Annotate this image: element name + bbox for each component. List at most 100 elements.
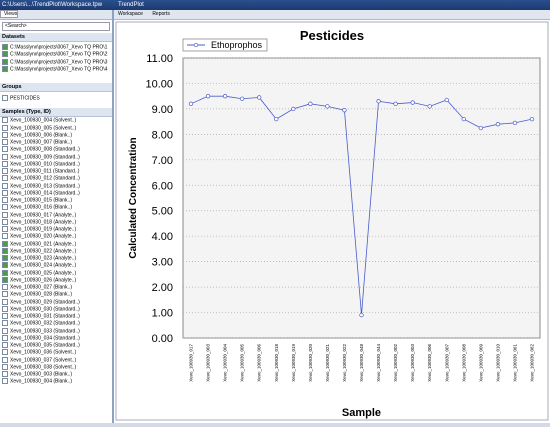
sample-item[interactable]: Xevo_100930_007 (Blank..) <box>0 139 112 146</box>
sample-item[interactable]: Xevo_100930_026 (Analyte..) <box>0 276 112 284</box>
checkbox[interactable] <box>2 320 8 327</box>
dataset-item[interactable]: C:\Masslynx\projects\0067_Xevo TQ PRO\2 <box>0 51 112 58</box>
sample-item[interactable]: Xevo_100930_004 (Solvent..) <box>0 117 112 124</box>
sample-item[interactable]: Xevo_100930_012 (Standard..) <box>0 175 112 182</box>
sample-item[interactable]: Xevo_100930_035 (Standard..) <box>0 342 112 349</box>
checkbox[interactable] <box>2 378 8 385</box>
sample-item[interactable]: Xevo_100930_011 (Standard..) <box>0 168 112 175</box>
checkbox[interactable] <box>2 204 8 211</box>
checkbox[interactable] <box>2 139 8 145</box>
item-label: Xevo_100930_034 (Standard..) <box>10 335 80 342</box>
sample-item[interactable]: Xevo_100930_022 (Analyte..) <box>0 247 112 255</box>
sample-item[interactable]: Xevo_100930_006 (Blank..) <box>0 131 112 139</box>
dataset-item[interactable]: C:\Masslynx\projects\0067_Xevo TQ PRO\1 <box>0 44 112 51</box>
sample-item[interactable]: Xevo_100930_018 (Analyte..) <box>0 218 112 226</box>
sample-item[interactable]: Xevo_100930_038 (Solvent..) <box>0 363 112 371</box>
checkbox[interactable] <box>2 95 8 101</box>
sample-item[interactable]: Xevo_100930_024 (Analyte..) <box>0 262 112 269</box>
sample-item[interactable]: Xevo_100930_016 (Blank..) <box>0 204 112 211</box>
item-label: Xevo_100930_008 (Standard..) <box>10 146 80 153</box>
sample-item[interactable]: Xevo_100930_021 (Analyte..) <box>0 240 112 248</box>
group-item[interactable]: PESTICIDES <box>0 95 112 102</box>
checkbox[interactable] <box>2 233 8 240</box>
x-tick-label: Xevo_100930_010 <box>495 344 500 382</box>
item-label: Xevo_100930_019 (Analyte..) <box>10 226 77 233</box>
checkbox[interactable] <box>2 240 8 247</box>
sample-item[interactable]: Xevo_100930_027 (Blank..) <box>0 284 112 291</box>
sample-item[interactable]: Xevo_100930_013 (Standard..) <box>0 182 112 190</box>
sample-item[interactable]: Xevo_100930_008 (Standard..) <box>0 146 112 153</box>
sample-item[interactable]: Xevo_100930_014 (Standard..) <box>0 189 112 197</box>
sample-item[interactable]: Xevo_100930_034 (Standard..) <box>0 334 112 342</box>
checkbox[interactable] <box>2 175 8 182</box>
sample-item[interactable]: Xevo_100930_037 (Solvent..) <box>0 356 112 364</box>
x-tick-label: Xevo_100930_005 <box>240 344 245 382</box>
sample-item[interactable]: Xevo_100930_005 (Solvent..) <box>0 124 112 132</box>
item-label: Xevo_100930_018 (Analyte..) <box>10 219 77 226</box>
checkbox[interactable] <box>2 197 8 203</box>
checkbox[interactable] <box>2 342 8 348</box>
search-box[interactable]: <Search> <box>2 22 110 31</box>
dataset-item[interactable]: C:\Masslynx\projects\0067_Xevo TQ PRO\3 <box>0 58 112 66</box>
checkbox[interactable] <box>2 146 8 153</box>
sample-item[interactable]: Xevo_100930_031 (Standard..) <box>0 313 112 320</box>
checkbox[interactable] <box>2 349 8 356</box>
sample-item[interactable]: Xevo_100930_019 (Analyte..) <box>0 226 112 233</box>
checkbox[interactable] <box>2 255 8 261</box>
checkbox[interactable] <box>2 356 8 363</box>
checkbox[interactable] <box>2 363 8 370</box>
checkbox[interactable] <box>2 153 8 160</box>
checkbox[interactable] <box>2 51 8 58</box>
sample-item[interactable]: Xevo_100930_033 (Standard..) <box>0 327 112 335</box>
checkbox[interactable] <box>2 284 8 290</box>
data-point <box>291 106 296 112</box>
sample-item[interactable]: Xevo_100930_036 (Solvent..) <box>0 349 112 356</box>
checkbox[interactable] <box>2 291 8 298</box>
checkbox[interactable] <box>2 276 8 283</box>
sample-item[interactable]: Xevo_100930_029 (Standard..) <box>0 298 112 306</box>
checkbox[interactable] <box>2 168 8 174</box>
sample-item[interactable]: Xevo_100930_003 (Blank..) <box>0 371 112 378</box>
checkbox[interactable] <box>2 160 8 167</box>
checkbox[interactable] <box>2 327 8 334</box>
checkbox[interactable] <box>2 298 8 305</box>
sample-item[interactable]: Xevo_100930_030 (Standard..) <box>0 305 112 313</box>
checkbox[interactable] <box>2 262 8 269</box>
dataset-item[interactable]: C:\Masslynx\projects\0067_Xevo TQ PRO\4 <box>0 65 112 73</box>
checkbox[interactable] <box>2 211 8 218</box>
sample-item[interactable]: Xevo_100930_028 (Blank..) <box>0 291 112 298</box>
item-label: Xevo_100930_035 (Standard..) <box>10 342 80 349</box>
checkbox[interactable] <box>2 334 8 341</box>
checkbox[interactable] <box>2 313 8 319</box>
sample-item[interactable]: Xevo_100930_017 (Analyte..) <box>0 211 112 219</box>
checkbox[interactable] <box>2 44 8 50</box>
checkbox[interactable] <box>2 218 8 225</box>
y-tick-label: 10.00 <box>145 78 173 90</box>
sample-item[interactable]: Xevo_100930_025 (Analyte..) <box>0 269 112 277</box>
sample-item[interactable]: Xevo_100930_010 (Standard..) <box>0 160 112 168</box>
checkbox[interactable] <box>2 371 8 377</box>
x-tick-label: Xevo_100930_007 <box>444 344 449 382</box>
checkbox[interactable] <box>2 124 8 131</box>
sample-item[interactable]: Xevo_100930_004 (Blank..) <box>0 378 112 385</box>
checkbox[interactable] <box>2 65 8 72</box>
checkbox[interactable] <box>2 247 8 254</box>
checkbox[interactable] <box>2 182 8 189</box>
views-button[interactable]: Views <box>0 10 19 18</box>
sample-item[interactable]: Xevo_100930_020 (Analyte..) <box>0 233 112 240</box>
checkbox[interactable] <box>2 117 8 124</box>
item-label: Xevo_100930_004 (Solvent..) <box>10 117 77 124</box>
checkbox[interactable] <box>2 226 8 232</box>
checkbox[interactable] <box>2 189 8 196</box>
checkbox[interactable] <box>2 269 8 276</box>
sample-item[interactable]: Xevo_100930_023 (Analyte..) <box>0 255 112 262</box>
checkbox[interactable] <box>2 58 8 65</box>
item-label: Xevo_100930_032 (Standard..) <box>10 320 80 327</box>
reports-menu[interactable]: Reports <box>152 11 170 17</box>
workspace-menu[interactable]: Workspace <box>118 11 143 17</box>
checkbox[interactable] <box>2 131 8 138</box>
sample-item[interactable]: Xevo_100930_015 (Blank..) <box>0 197 112 204</box>
sample-item[interactable]: Xevo_100930_032 (Standard..) <box>0 320 112 327</box>
checkbox[interactable] <box>2 305 8 312</box>
sample-item[interactable]: Xevo_100930_009 (Standard..) <box>0 153 112 161</box>
